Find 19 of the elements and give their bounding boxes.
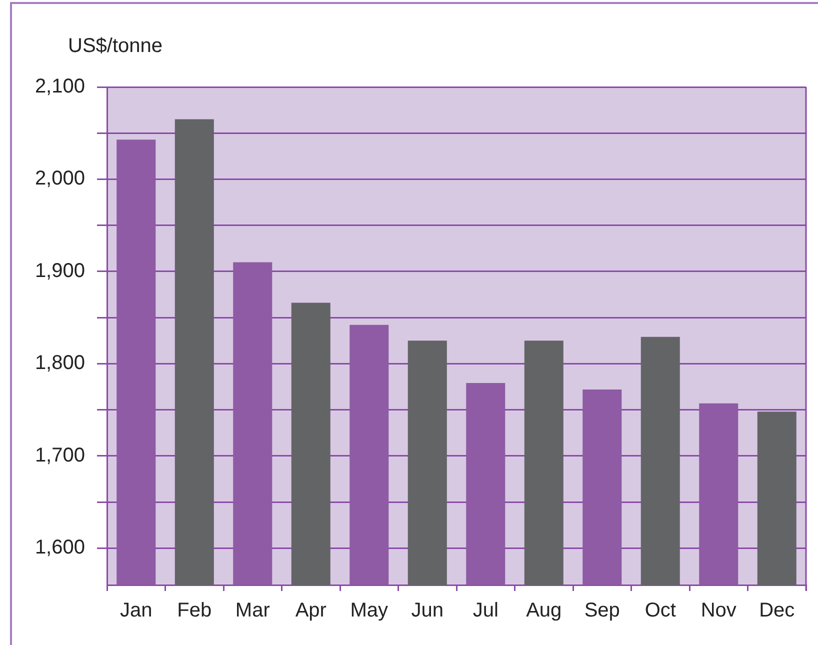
y-tick-label: 2,000 [34,168,85,190]
x-tick-label: Nov [700,600,736,622]
x-tick-label: Feb [177,600,212,622]
x-tick-label: Oct [644,600,676,622]
x-tick-label: Sep [584,600,620,622]
y-axis-title: US$/tonne [68,35,163,57]
x-tick-label: Jul [472,600,498,622]
x-tick-label: Mar [235,600,270,622]
x-tick-label: Dec [759,600,795,622]
x-tick-label: Jan [120,600,152,622]
y-tick-label: 1,600 [34,536,85,559]
x-tick-label: Apr [295,600,327,622]
x-tick-label: Jun [411,600,444,622]
y-tick-label: 1,900 [34,260,85,282]
x-tick-label: Aug [526,600,562,622]
y-tick-label: 1,800 [34,352,85,374]
y-tick-label: 2,100 [34,76,85,98]
x-tick-label: May [350,600,388,622]
y-tick-label: 1,700 [34,444,85,466]
